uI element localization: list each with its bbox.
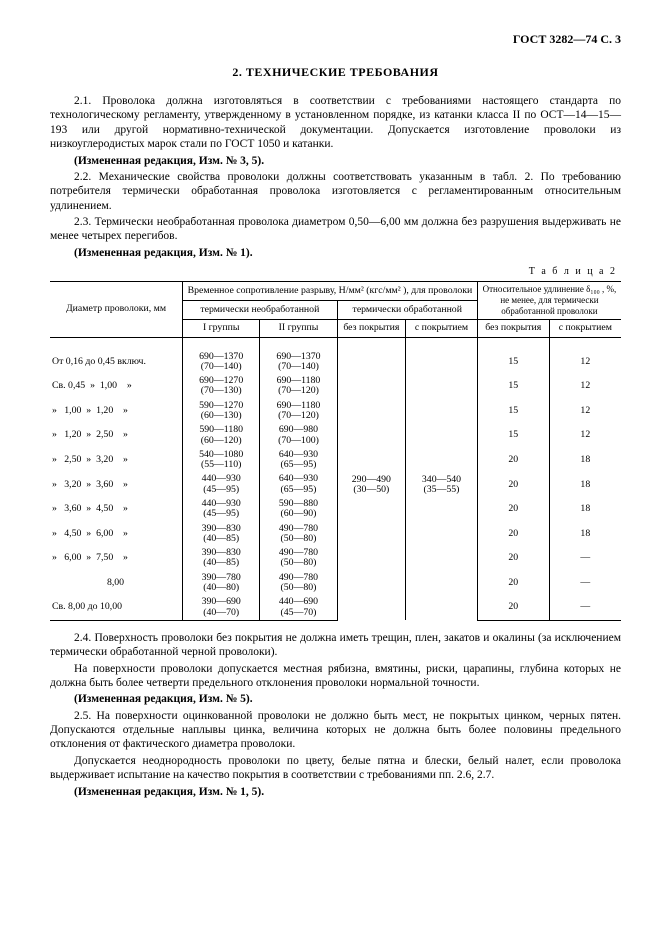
- hdr-nocoat: без покрытия: [337, 320, 405, 337]
- table-row: » 1,00 » 1,20 »590—1270(60—130)690—1180(…: [50, 399, 621, 424]
- table-row: » 1,20 » 2,50 »590—1180(60—120)690—980(7…: [50, 423, 621, 448]
- para-2-4: 2.4. Поверхность проволоки без покрытия …: [50, 631, 621, 660]
- hdr-e-coat: с покрытием: [549, 320, 621, 337]
- hdr-coat: с покрытием: [406, 320, 478, 337]
- table-row: » 6,00 » 7,50 »390—830(40—85)490—780(50—…: [50, 546, 621, 571]
- table-body: От 0,16 до 0,45 включ.690—1370(70—140)69…: [50, 337, 621, 620]
- para-2-4b: На поверхности проволоки допускается мес…: [50, 662, 621, 691]
- hdr-diameter: Диаметр проволоки, мм: [50, 281, 183, 337]
- hdr-elong: Относительное удлинение δ₁₀₀ , %, не мен…: [477, 281, 621, 320]
- table-row: Св. 0,45 » 1,00 »690—1270(70—130)690—118…: [50, 374, 621, 399]
- table-row: » 4,50 » 6,00 »390—830(40—85)490—780(50—…: [50, 522, 621, 547]
- para-2-5b: Допускается неоднородность проволоки по …: [50, 754, 621, 783]
- para-2-3-note: (Измененная редакция, Изм. № 1).: [50, 246, 621, 260]
- hdr-tensile: Временное сопротивление разрыву, Н/мм² (…: [183, 281, 478, 300]
- hdr-untreated: термически необработанной: [183, 301, 338, 320]
- para-2-3: 2.3. Термически необработанная проволока…: [50, 215, 621, 244]
- table-row: От 0,16 до 0,45 включ.690—1370(70—140)69…: [50, 350, 621, 375]
- para-2-1: 2.1. Проволока должна изготовляться в со…: [50, 94, 621, 152]
- para-2-5: 2.5. На поверхности оцинкованной проволо…: [50, 709, 621, 752]
- table-label: Т а б л и ц а 2: [50, 266, 617, 279]
- section-title: 2. ТЕХНИЧЕСКИЕ ТРЕБОВАНИЯ: [50, 65, 621, 80]
- page: ГОСТ 3282—74 С. 3 2. ТЕХНИЧЕСКИЕ ТРЕБОВА…: [0, 0, 661, 936]
- table-row: 8,00390—780(40—80)490—780(50—80)20—: [50, 571, 621, 596]
- hdr-g2: II группы: [260, 320, 337, 337]
- para-2-4-note: (Измененная редакция, Изм. № 5).: [50, 692, 621, 706]
- hdr-treated: термически обработанной: [337, 301, 477, 320]
- table-row: » 3,20 » 3,60 »440—930(45—95)640—930(65—…: [50, 472, 621, 497]
- table-row: » 2,50 » 3,20 »540—1080(55—110)640—930(6…: [50, 448, 621, 473]
- hdr-g1: I группы: [183, 320, 260, 337]
- table-row: » 3,60 » 4,50 »440—930(45—95)590—880(60—…: [50, 497, 621, 522]
- page-header: ГОСТ 3282—74 С. 3: [50, 32, 621, 47]
- para-2-2: 2.2. Механические свойства проволоки дол…: [50, 170, 621, 213]
- table-2: Диаметр проволоки, мм Временное сопротив…: [50, 281, 621, 621]
- para-2-5-note: (Измененная редакция, Изм. № 1, 5).: [50, 785, 621, 799]
- table-row: Св. 8,00 до 10,00390—690(40—70)440—690(4…: [50, 595, 621, 620]
- hdr-e-nocoat: без покрытия: [477, 320, 549, 337]
- para-2-1-note: (Измененная редакция, Изм. № 3, 5).: [50, 154, 621, 168]
